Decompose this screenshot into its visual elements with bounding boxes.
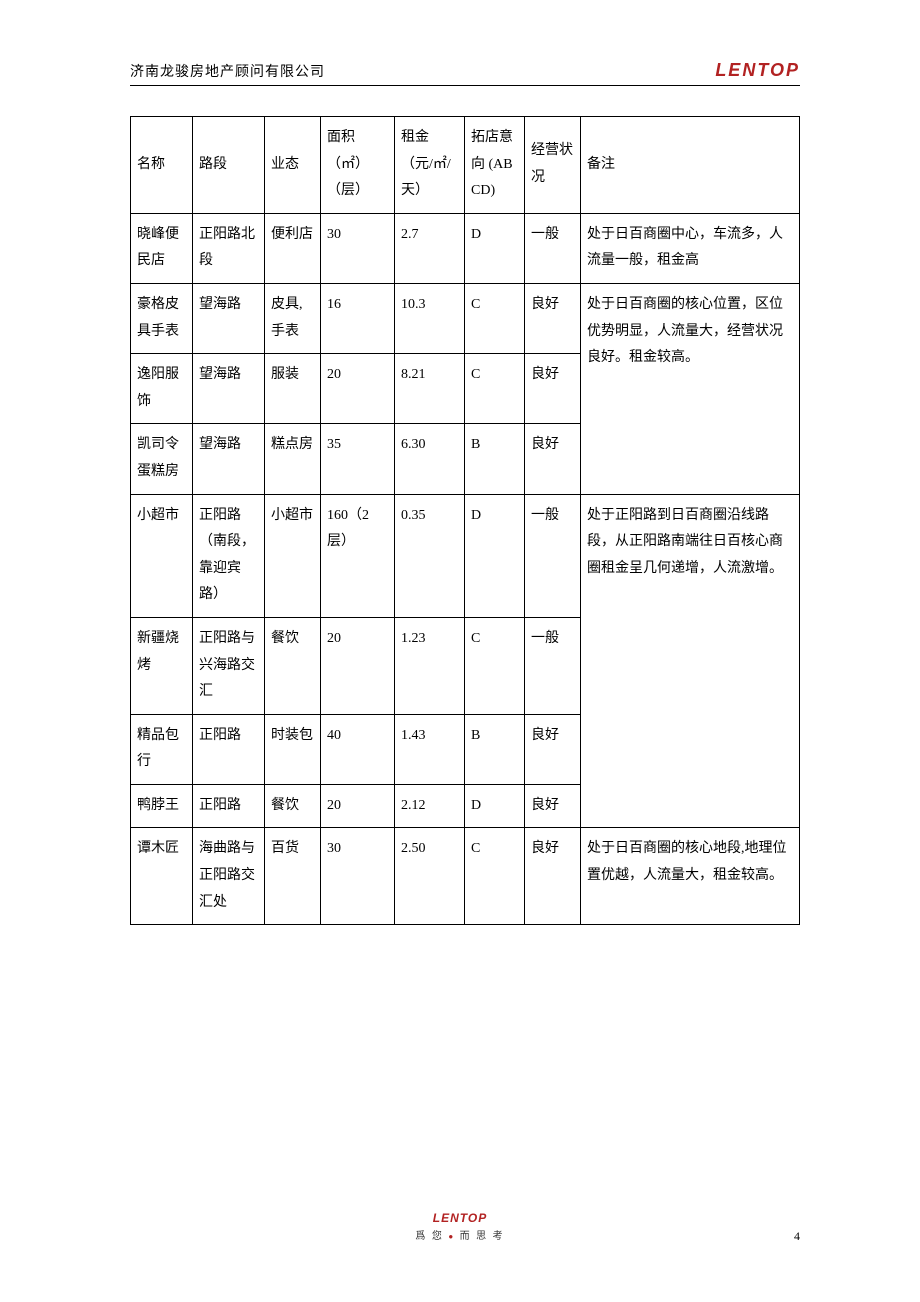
cell-status: 一般 (525, 213, 581, 283)
table-row: 谭木匠 海曲路与正阳路交汇处 百货 30 2.50 C 良好 处于日百商圈的核心… (131, 828, 800, 925)
cell-area: 20 (321, 354, 395, 424)
cell-area: 20 (321, 784, 395, 828)
cell-intent: C (465, 354, 525, 424)
cell-area: 16 (321, 283, 395, 353)
cell-road: 正阳路北段 (193, 213, 265, 283)
table-row: 豪格皮具手表 望海路 皮具,手表 16 10.3 C 良好 处于日百商圈的核心位… (131, 283, 800, 353)
cell-name: 谭木匠 (131, 828, 193, 925)
cell-status: 良好 (525, 714, 581, 784)
cell-intent: B (465, 424, 525, 494)
cell-type: 皮具,手表 (265, 283, 321, 353)
table-body: 晓峰便民店 正阳路北段 便利店 30 2.7 D 一般 处于日百商圈中心，车流多… (131, 213, 800, 924)
cell-rent: 1.23 (395, 617, 465, 714)
cell-status: 一般 (525, 617, 581, 714)
col-header-area: 面积（㎡）（层） (321, 117, 395, 214)
col-header-intent: 拓店意向 (ABCD) (465, 117, 525, 214)
cell-rent: 10.3 (395, 283, 465, 353)
cell-road: 望海路 (193, 424, 265, 494)
cell-intent: C (465, 283, 525, 353)
cell-intent: D (465, 494, 525, 617)
business-table: 名称 路段 业态 面积（㎡）（层） 租金（元/㎡/天） 拓店意向 (ABCD) … (130, 116, 800, 925)
cell-intent: B (465, 714, 525, 784)
col-header-note: 备注 (581, 117, 800, 214)
cell-status: 良好 (525, 354, 581, 424)
col-header-status: 经营状况 (525, 117, 581, 214)
cell-intent: D (465, 784, 525, 828)
cell-name: 小超市 (131, 494, 193, 617)
cell-type: 糕点房 (265, 424, 321, 494)
tagline-dot-icon: ● (448, 1232, 455, 1241)
cell-name: 逸阳服饰 (131, 354, 193, 424)
cell-name: 精品包行 (131, 714, 193, 784)
cell-note: 处于正阳路到日百商圈沿线路段，从正阳路南端往日百核心商圈租金呈几何递增，人流激增… (581, 494, 800, 828)
col-header-type: 业态 (265, 117, 321, 214)
cell-status: 一般 (525, 494, 581, 617)
footer-logo: LENTOP (0, 1211, 920, 1225)
cell-note: 处于日百商圈中心，车流多，人流量一般，租金高 (581, 213, 800, 283)
cell-road: 正阳路与兴海路交汇 (193, 617, 265, 714)
cell-area: 35 (321, 424, 395, 494)
col-header-name: 名称 (131, 117, 193, 214)
tagline-suffix: 而 思 考 (460, 1231, 505, 1242)
table-row: 晓峰便民店 正阳路北段 便利店 30 2.7 D 一般 处于日百商圈中心，车流多… (131, 213, 800, 283)
cell-type: 小超市 (265, 494, 321, 617)
cell-intent: C (465, 617, 525, 714)
page-header: 济南龙骏房地产顾问有限公司 LENTOP (130, 60, 800, 86)
cell-note: 处于日百商圈的核心位置，区位优势明显，人流量大，经营状况良好。租金较高。 (581, 283, 800, 494)
table-header: 名称 路段 业态 面积（㎡）（层） 租金（元/㎡/天） 拓店意向 (ABCD) … (131, 117, 800, 214)
cell-road: 望海路 (193, 283, 265, 353)
cell-area: 40 (321, 714, 395, 784)
cell-name: 晓峰便民店 (131, 213, 193, 283)
cell-name: 鸭脖王 (131, 784, 193, 828)
cell-road: 正阳路 (193, 714, 265, 784)
cell-rent: 6.30 (395, 424, 465, 494)
cell-road: 正阳路 (193, 784, 265, 828)
cell-rent: 2.12 (395, 784, 465, 828)
cell-intent: C (465, 828, 525, 925)
cell-status: 良好 (525, 828, 581, 925)
cell-name: 豪格皮具手表 (131, 283, 193, 353)
col-header-rent: 租金（元/㎡/天） (395, 117, 465, 214)
tagline-prefix: 爲 您 (415, 1231, 444, 1242)
footer-tagline: 爲 您 ● 而 思 考 (0, 1227, 920, 1242)
cell-name: 凯司令蛋糕房 (131, 424, 193, 494)
cell-type: 时装包 (265, 714, 321, 784)
cell-type: 餐饮 (265, 784, 321, 828)
cell-road: 正阳路（南段，靠迎宾路） (193, 494, 265, 617)
cell-area: 30 (321, 213, 395, 283)
cell-area: 160（2层） (321, 494, 395, 617)
cell-status: 良好 (525, 283, 581, 353)
page-footer: LENTOP 爲 您 ● 而 思 考 (0, 1211, 920, 1242)
cell-rent: 1.43 (395, 714, 465, 784)
cell-road: 海曲路与正阳路交汇处 (193, 828, 265, 925)
cell-name: 新疆烧烤 (131, 617, 193, 714)
cell-area: 20 (321, 617, 395, 714)
page-container: 济南龙骏房地产顾问有限公司 LENTOP 名称 路段 业态 面积（㎡）（层） 租… (0, 0, 920, 965)
cell-area: 30 (321, 828, 395, 925)
cell-type: 便利店 (265, 213, 321, 283)
cell-rent: 2.50 (395, 828, 465, 925)
table-row: 小超市 正阳路（南段，靠迎宾路） 小超市 160（2层） 0.35 D 一般 处… (131, 494, 800, 617)
page-number: 4 (794, 1229, 800, 1244)
cell-note: 处于日百商圈的核心地段,地理位置优越，人流量大，租金较高。 (581, 828, 800, 925)
header-logo: LENTOP (715, 60, 800, 81)
cell-intent: D (465, 213, 525, 283)
cell-status: 良好 (525, 424, 581, 494)
table-header-row: 名称 路段 业态 面积（㎡）（层） 租金（元/㎡/天） 拓店意向 (ABCD) … (131, 117, 800, 214)
col-header-road: 路段 (193, 117, 265, 214)
cell-road: 望海路 (193, 354, 265, 424)
cell-status: 良好 (525, 784, 581, 828)
cell-rent: 8.21 (395, 354, 465, 424)
cell-type: 百货 (265, 828, 321, 925)
cell-type: 服装 (265, 354, 321, 424)
cell-rent: 0.35 (395, 494, 465, 617)
cell-rent: 2.7 (395, 213, 465, 283)
cell-type: 餐饮 (265, 617, 321, 714)
company-name: 济南龙骏房地产顾问有限公司 (130, 61, 325, 81)
